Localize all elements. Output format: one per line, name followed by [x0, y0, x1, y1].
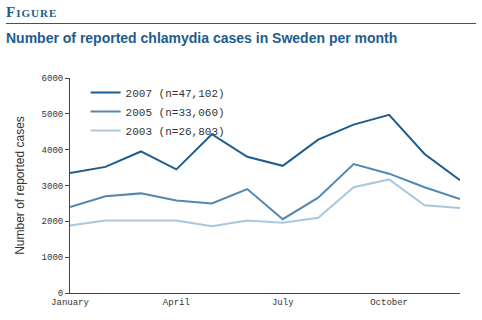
svg-text:January: January — [51, 298, 89, 308]
html-text:Number of reported chlamydia c: Number of reported chlamydia cases in Sw… — [6, 30, 398, 46]
svg-text:2007 (n=47,102): 2007 (n=47,102) — [126, 88, 225, 100]
html-text:Figure: Figure — [6, 4, 58, 20]
svg-text:2000: 2000 — [42, 217, 64, 227]
svg-text:2005 (n=33,060): 2005 (n=33,060) — [126, 107, 225, 119]
svg-text:3000: 3000 — [42, 182, 64, 192]
svg-text:October: October — [370, 298, 408, 308]
svg-text:July: July — [272, 298, 294, 308]
svg-text:1000: 1000 — [42, 253, 64, 263]
svg-text:2003 (n=26,803): 2003 (n=26,803) — [126, 126, 225, 138]
svg-text:5000: 5000 — [42, 110, 64, 120]
svg-text:0: 0 — [58, 289, 63, 299]
svg-text:6000: 6000 — [42, 74, 64, 84]
svg-text:April: April — [163, 298, 190, 308]
svg-text:Number of reported cases: Number of reported cases — [13, 116, 27, 255]
svg-text:4000: 4000 — [42, 146, 64, 156]
